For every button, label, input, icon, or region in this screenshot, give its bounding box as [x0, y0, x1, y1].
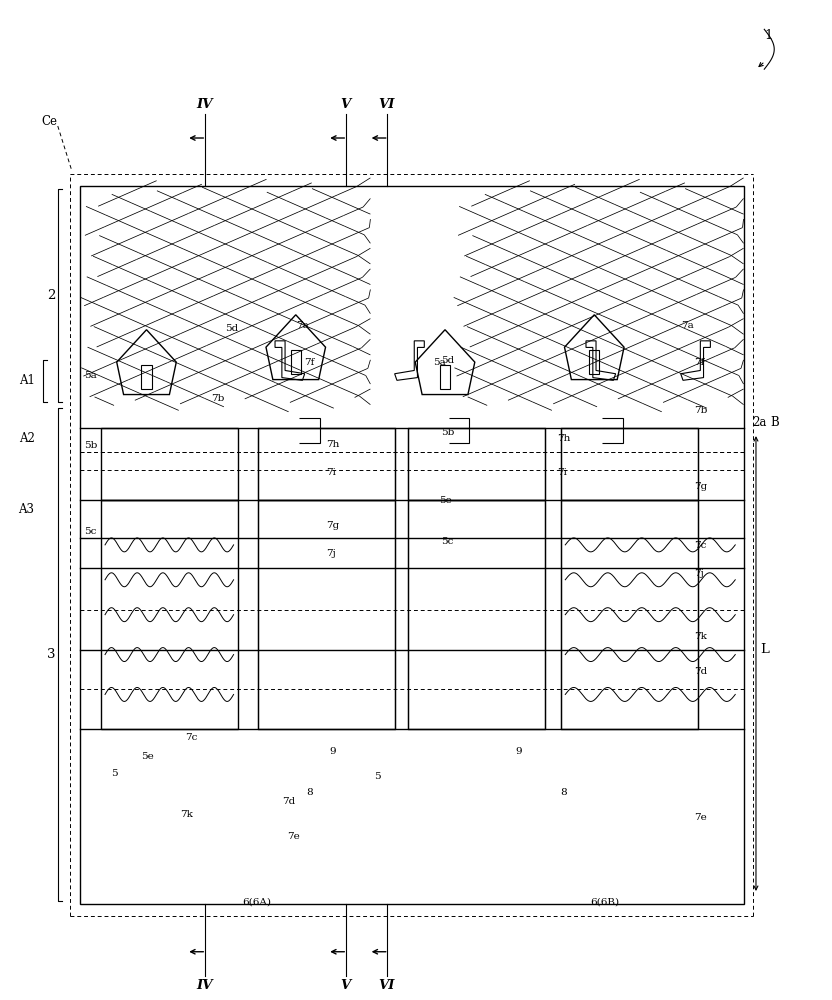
Text: L: L — [760, 643, 769, 656]
Bar — [259, 428, 395, 500]
Text: 7h: 7h — [557, 434, 571, 443]
Bar — [259, 500, 395, 729]
Text: 7f: 7f — [695, 358, 705, 367]
Text: 7g: 7g — [695, 482, 708, 491]
Text: 8: 8 — [560, 788, 567, 797]
Text: 7d: 7d — [282, 797, 295, 806]
Text: 7d: 7d — [695, 667, 708, 676]
Text: A3: A3 — [18, 503, 35, 516]
Text: V: V — [340, 98, 350, 111]
Text: 2: 2 — [47, 289, 55, 302]
Text: 5b: 5b — [441, 428, 454, 437]
Bar — [101, 500, 238, 729]
Text: IV: IV — [196, 98, 213, 111]
Bar — [440, 365, 450, 389]
Text: 3: 3 — [47, 648, 55, 661]
Text: V: V — [340, 979, 350, 992]
Bar — [290, 350, 301, 374]
Text: 7k: 7k — [180, 810, 192, 819]
Text: 2a: 2a — [752, 416, 766, 429]
Text: A2: A2 — [18, 432, 35, 445]
Text: 5e: 5e — [439, 496, 452, 505]
Bar — [141, 365, 151, 389]
Text: 7e: 7e — [288, 832, 300, 841]
Bar — [101, 428, 238, 500]
Text: 7e: 7e — [695, 813, 707, 822]
Text: 7i: 7i — [326, 468, 336, 477]
Bar — [589, 350, 599, 374]
Text: 7f: 7f — [304, 358, 314, 367]
Text: 7h: 7h — [326, 440, 339, 449]
Text: VI: VI — [379, 98, 395, 111]
Text: 6(6A): 6(6A) — [242, 897, 271, 906]
Text: 5: 5 — [111, 769, 117, 778]
Text: 9: 9 — [516, 747, 522, 756]
Text: 5c: 5c — [441, 537, 453, 546]
Text: 5e: 5e — [141, 752, 153, 761]
Text: 7b: 7b — [211, 394, 225, 403]
Bar — [561, 500, 698, 729]
Text: A1: A1 — [18, 374, 35, 387]
Text: 8: 8 — [306, 788, 313, 797]
Text: 9: 9 — [329, 747, 335, 756]
Text: 5: 5 — [374, 772, 381, 781]
Text: 7c: 7c — [186, 733, 198, 742]
Text: B: B — [770, 416, 779, 429]
Text: 7i: 7i — [557, 468, 567, 477]
Text: 7k: 7k — [695, 632, 707, 641]
Text: 5a: 5a — [84, 371, 97, 380]
Text: 5d: 5d — [441, 356, 454, 365]
Bar — [408, 428, 544, 500]
Text: 7j: 7j — [326, 549, 336, 558]
Text: IV: IV — [196, 979, 213, 992]
Text: 7j: 7j — [695, 569, 705, 578]
Text: 5d: 5d — [225, 324, 239, 333]
Bar — [80, 186, 744, 904]
Text: 7c: 7c — [695, 541, 707, 550]
Bar — [408, 500, 544, 729]
Text: 7a: 7a — [295, 321, 309, 330]
Text: 5a: 5a — [433, 358, 445, 367]
Bar — [561, 428, 698, 500]
Text: 6(6B): 6(6B) — [590, 897, 619, 906]
Text: 5b: 5b — [84, 441, 97, 450]
Text: 1: 1 — [765, 29, 773, 42]
Text: 7b: 7b — [695, 406, 708, 415]
Text: 5c: 5c — [84, 527, 97, 536]
Text: 7g: 7g — [326, 521, 339, 530]
Text: Ce: Ce — [42, 115, 57, 128]
Text: VI: VI — [379, 979, 395, 992]
Text: 7a: 7a — [681, 321, 694, 330]
